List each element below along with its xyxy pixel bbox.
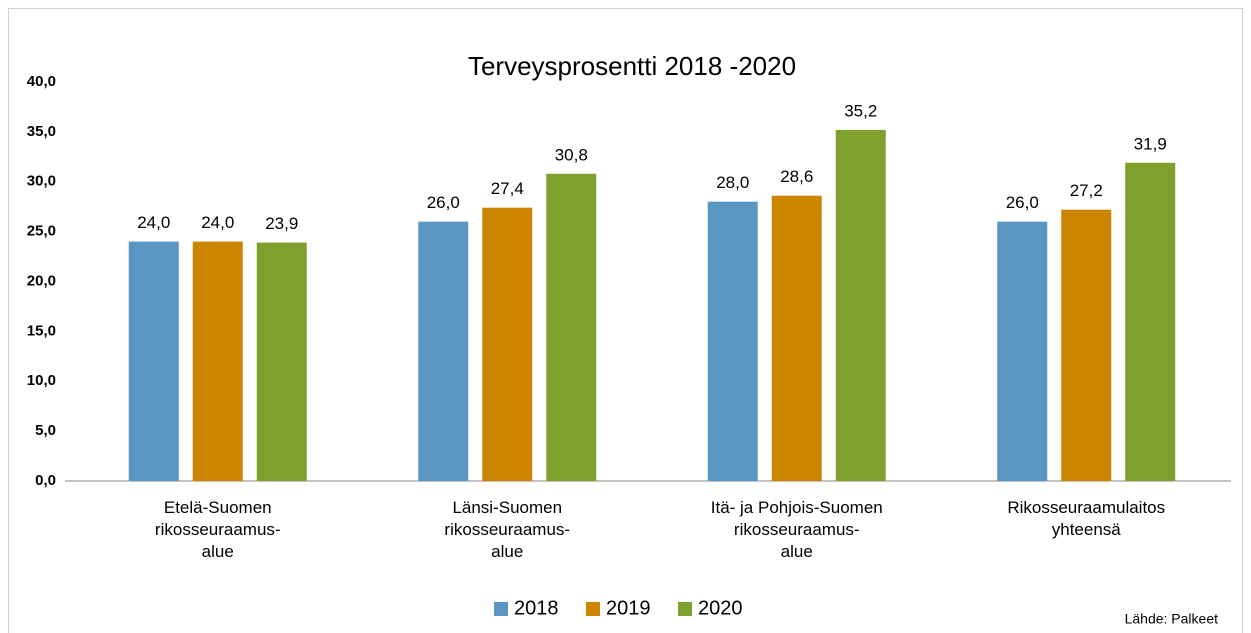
x-tick-label: Etelä-Suomen rikosseuraamus- alue [154, 498, 281, 561]
legend-label: 2019 [606, 597, 651, 619]
y-tick-label: 10,0 [27, 372, 56, 389]
bar [835, 129, 886, 481]
y-tick-label: 15,0 [27, 322, 56, 339]
bar [707, 201, 758, 481]
y-tick-label: 20,0 [27, 272, 56, 289]
y-tick-label: 0,0 [35, 472, 56, 489]
data-label: 31,9 [1134, 134, 1167, 153]
chart-title: Terveysprosentti 2018 -2020 [468, 51, 796, 81]
bar [1061, 209, 1112, 481]
chart-border [8, 8, 1243, 633]
bar [256, 242, 307, 481]
data-label: 28,6 [780, 167, 813, 186]
data-label: 23,9 [265, 214, 298, 233]
bar [771, 195, 822, 481]
source-note: Lähde: Palkeet [1125, 611, 1219, 627]
bar [128, 241, 179, 481]
bar [482, 207, 533, 481]
x-tick-label: Länsi-Suomen rikosseuraamus- alue [444, 498, 571, 561]
data-label: 30,8 [555, 145, 588, 164]
data-label: 24,0 [201, 213, 234, 232]
data-label: 27,4 [491, 179, 524, 198]
bar [1125, 162, 1176, 482]
data-label: 27,2 [1070, 181, 1103, 200]
data-label: 26,0 [427, 193, 460, 212]
y-tick-label: 30,0 [27, 173, 56, 190]
legend-swatch [494, 602, 508, 616]
y-tick-label: 25,0 [27, 223, 56, 240]
y-tick-label: 5,0 [35, 422, 56, 439]
data-label: 35,2 [844, 101, 877, 120]
data-label: 28,0 [716, 173, 749, 192]
bar [418, 221, 469, 481]
x-tick-label: Rikosseuraamulaitos yhteensä [1007, 498, 1166, 539]
legend-swatch [586, 602, 600, 616]
legend-label: 2020 [698, 597, 743, 619]
data-label: 26,0 [1006, 193, 1039, 212]
data-label: 24,0 [137, 213, 170, 232]
bar [192, 241, 243, 481]
bar [997, 221, 1048, 481]
x-tick-label: Itä- ja Pohjois-Suomen rikosseuraamus- a… [710, 498, 883, 561]
legend-label: 2018 [514, 597, 559, 619]
y-tick-label: 40,0 [27, 73, 56, 90]
bar [546, 173, 597, 481]
legend-swatch [678, 602, 692, 616]
y-tick-label: 35,0 [27, 123, 56, 140]
